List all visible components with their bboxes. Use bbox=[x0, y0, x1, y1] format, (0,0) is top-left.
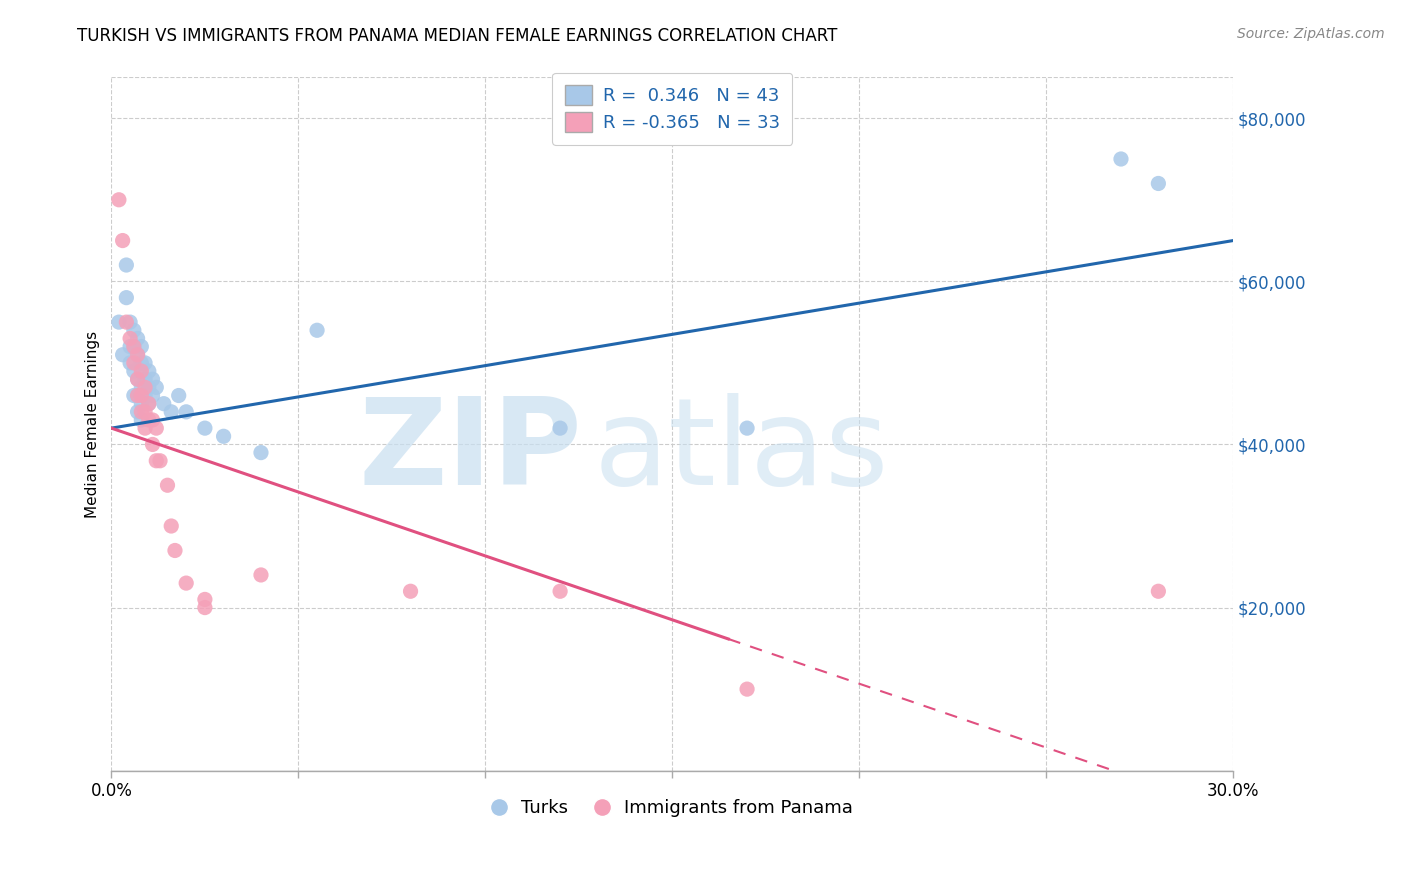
Point bbox=[145, 421, 167, 435]
Point bbox=[141, 437, 163, 451]
Point bbox=[138, 364, 160, 378]
Point bbox=[120, 331, 142, 345]
Point bbox=[145, 380, 167, 394]
Point bbox=[131, 405, 153, 419]
Point bbox=[120, 340, 142, 354]
Point bbox=[115, 291, 138, 305]
Y-axis label: Median Female Earnings: Median Female Earnings bbox=[86, 331, 100, 517]
Point bbox=[131, 364, 153, 378]
Point bbox=[152, 397, 174, 411]
Point bbox=[115, 258, 138, 272]
Point bbox=[548, 584, 571, 599]
Point bbox=[134, 372, 156, 386]
Point bbox=[138, 397, 160, 411]
Point bbox=[131, 380, 153, 394]
Point bbox=[127, 388, 149, 402]
Point bbox=[1109, 152, 1132, 166]
Point bbox=[122, 356, 145, 370]
Point bbox=[145, 454, 167, 468]
Point bbox=[134, 388, 156, 402]
Text: atlas: atlas bbox=[593, 393, 890, 510]
Legend: Turks, Immigrants from Panama: Turks, Immigrants from Panama bbox=[485, 791, 860, 824]
Point bbox=[122, 323, 145, 337]
Point bbox=[127, 331, 149, 345]
Point bbox=[194, 600, 217, 615]
Text: ZIP: ZIP bbox=[359, 393, 582, 510]
Point bbox=[141, 372, 163, 386]
Point bbox=[127, 372, 149, 386]
Point bbox=[127, 372, 149, 386]
Point bbox=[108, 193, 131, 207]
Point bbox=[131, 413, 153, 427]
Point bbox=[399, 584, 422, 599]
Point bbox=[131, 388, 153, 402]
Point bbox=[250, 568, 273, 582]
Point bbox=[120, 356, 142, 370]
Point bbox=[141, 388, 163, 402]
Point bbox=[127, 348, 149, 362]
Point bbox=[160, 519, 183, 533]
Point bbox=[194, 421, 217, 435]
Point bbox=[131, 340, 153, 354]
Text: Source: ZipAtlas.com: Source: ZipAtlas.com bbox=[1237, 27, 1385, 41]
Point bbox=[134, 380, 156, 394]
Point bbox=[120, 315, 142, 329]
Point bbox=[138, 380, 160, 394]
Point bbox=[160, 405, 183, 419]
Point bbox=[735, 421, 758, 435]
Point bbox=[212, 429, 235, 443]
Point bbox=[111, 348, 134, 362]
Point bbox=[548, 421, 571, 435]
Point bbox=[163, 543, 186, 558]
Point bbox=[122, 340, 145, 354]
Point bbox=[127, 388, 149, 402]
Point bbox=[122, 388, 145, 402]
Point bbox=[149, 454, 172, 468]
Point bbox=[735, 682, 758, 697]
Point bbox=[174, 405, 197, 419]
Point bbox=[174, 576, 197, 591]
Point bbox=[1147, 584, 1170, 599]
Point bbox=[108, 315, 131, 329]
Point bbox=[115, 315, 138, 329]
Point bbox=[307, 323, 329, 337]
Point bbox=[138, 397, 160, 411]
Point bbox=[131, 397, 153, 411]
Point bbox=[122, 364, 145, 378]
Point bbox=[250, 445, 273, 459]
Point bbox=[156, 478, 179, 492]
Point bbox=[134, 356, 156, 370]
Point bbox=[141, 413, 163, 427]
Point bbox=[127, 405, 149, 419]
Point bbox=[134, 405, 156, 419]
Point bbox=[1147, 177, 1170, 191]
Point bbox=[127, 348, 149, 362]
Point bbox=[167, 388, 190, 402]
Text: TURKISH VS IMMIGRANTS FROM PANAMA MEDIAN FEMALE EARNINGS CORRELATION CHART: TURKISH VS IMMIGRANTS FROM PANAMA MEDIAN… bbox=[77, 27, 838, 45]
Point bbox=[138, 413, 160, 427]
Point bbox=[194, 592, 217, 607]
Point bbox=[111, 234, 134, 248]
Point bbox=[134, 421, 156, 435]
Point bbox=[131, 356, 153, 370]
Point bbox=[122, 340, 145, 354]
